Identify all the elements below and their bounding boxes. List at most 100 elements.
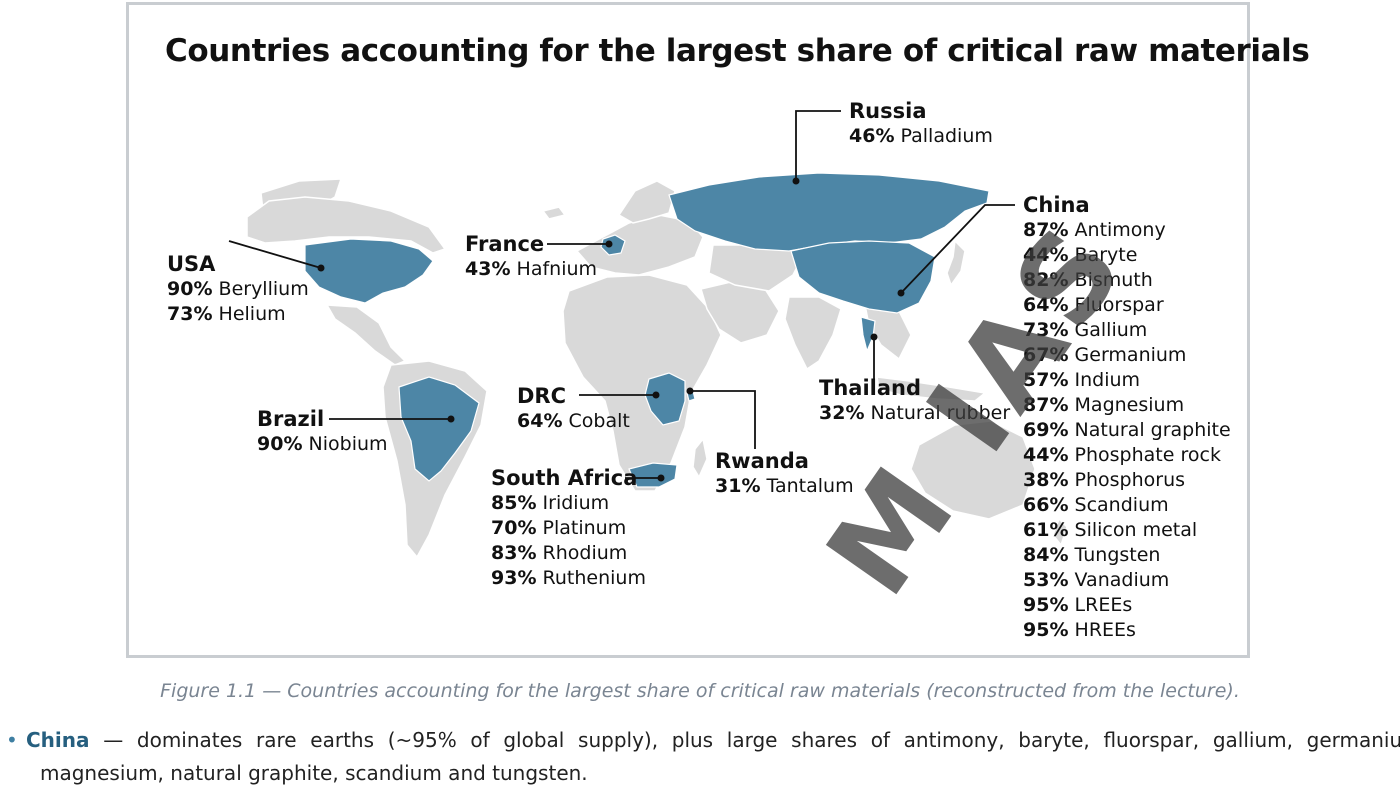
material-item: 73% Gallium	[1023, 318, 1231, 343]
world-map	[228, 110, 1068, 559]
country-name: Rwanda	[715, 449, 809, 473]
material-item: 43% Hafnium	[465, 257, 597, 282]
material-name: Platinum	[542, 517, 627, 539]
material-item: 61% Silicon metal	[1023, 518, 1231, 543]
material-name: Vanadium	[1074, 569, 1170, 591]
material-item: 87% Antimony	[1023, 218, 1231, 243]
material-pct: 87%	[1023, 219, 1069, 241]
material-name: Palladium	[900, 125, 993, 147]
label-usa: USA 90% Beryllium 73% Helium	[167, 252, 309, 327]
material-item: 73% Helium	[167, 302, 309, 327]
material-item: 31% Tantalum	[715, 474, 854, 499]
material-item: 67% Germanium	[1023, 343, 1231, 368]
material-pct: 43%	[465, 258, 511, 280]
material-pct: 83%	[491, 542, 537, 564]
material-item: 64% Cobalt	[517, 409, 630, 434]
material-pct: 46%	[849, 125, 895, 147]
material-name: Fluorspar	[1074, 294, 1164, 316]
material-pct: 70%	[491, 517, 537, 539]
material-pct: 31%	[715, 475, 761, 497]
material-item: 95% LREEs	[1023, 593, 1231, 618]
material-pct: 44%	[1023, 444, 1069, 466]
brazil-shape	[398, 376, 480, 482]
material-pct: 61%	[1023, 519, 1069, 541]
material-pct: 64%	[1023, 294, 1069, 316]
material-item: 57% Indium	[1023, 368, 1231, 393]
base-land	[246, 178, 1068, 559]
material-name: Baryte	[1074, 244, 1138, 266]
material-pct: 90%	[257, 433, 303, 455]
material-name: Antimony	[1074, 219, 1166, 241]
material-name: Gallium	[1074, 319, 1148, 341]
material-item: 70% Platinum	[491, 516, 646, 541]
material-pct: 64%	[517, 410, 563, 432]
map-title: Countries accounting for the largest sha…	[165, 33, 1310, 69]
material-name: Niobium	[308, 433, 388, 455]
material-name: Indium	[1074, 369, 1141, 391]
material-name: Rhodium	[542, 542, 628, 564]
label-brazil: Brazil 90% Niobium	[257, 407, 388, 457]
material-name: Bismuth	[1074, 269, 1153, 291]
material-item: 93% Ruthenium	[491, 566, 646, 591]
material-name: Tantalum	[766, 475, 854, 497]
country-name: Brazil	[257, 407, 325, 431]
material-name: Phosphorus	[1074, 469, 1186, 491]
bullet-name: China	[26, 728, 90, 752]
material-item: 85% Iridium	[491, 491, 646, 516]
material-item: 90% Beryllium	[167, 277, 309, 302]
leader-lines	[228, 110, 1015, 482]
material-pct: 44%	[1023, 244, 1069, 266]
material-pct: 73%	[1023, 319, 1069, 341]
thailand-shape	[860, 316, 876, 353]
country-name: Thailand	[819, 376, 921, 400]
material-item: 83% Rhodium	[491, 541, 646, 566]
russia-shape	[668, 172, 990, 252]
material-item: 82% Bismuth	[1023, 268, 1231, 293]
material-name: Scandium	[1074, 494, 1169, 516]
material-item: 84% Tungsten	[1023, 543, 1231, 568]
material-name: Natural graphite	[1074, 419, 1231, 441]
label-russia: Russia 46% Palladium	[849, 99, 993, 149]
material-item: 87% Magnesium	[1023, 393, 1231, 418]
country-name: DRC	[517, 384, 567, 408]
country-name: France	[465, 232, 545, 256]
material-pct: 69%	[1023, 419, 1069, 441]
material-pct: 66%	[1023, 494, 1069, 516]
material-name: Tungsten	[1074, 544, 1161, 566]
material-pct: 93%	[491, 567, 537, 589]
material-item: 44% Baryte	[1023, 243, 1231, 268]
material-item: 95% HREEs	[1023, 618, 1231, 643]
usa-shape	[304, 238, 434, 304]
material-item: 44% Phosphate rock	[1023, 443, 1231, 468]
material-item: 66% Scandium	[1023, 493, 1231, 518]
material-pct: 67%	[1023, 344, 1069, 366]
material-item: 53% Vanadium	[1023, 568, 1231, 593]
material-pct: 82%	[1023, 269, 1069, 291]
material-item: 90% Niobium	[257, 432, 388, 457]
material-name: Beryllium	[218, 278, 309, 300]
material-name: Cobalt	[568, 410, 630, 432]
material-pct: 73%	[167, 303, 213, 325]
material-name: LREEs	[1074, 594, 1133, 616]
label-drc: DRC 64% Cobalt	[517, 384, 630, 434]
label-france: France 43% Hafnium	[465, 232, 597, 282]
material-pct: 95%	[1023, 594, 1069, 616]
material-item: 69% Natural graphite	[1023, 418, 1231, 443]
country-name: Russia	[849, 99, 927, 123]
label-south-africa: South Africa 85% Iridium 70% Platinum 83…	[491, 466, 646, 591]
label-thailand: Thailand 32% Natural rubber	[819, 376, 1010, 426]
material-pct: 53%	[1023, 569, 1069, 591]
label-rwanda: Rwanda 31% Tantalum	[715, 449, 854, 499]
material-name: Magnesium	[1074, 394, 1185, 416]
material-name: Phosphate rock	[1074, 444, 1221, 466]
bullet-dot: •	[6, 728, 18, 752]
material-pct: 57%	[1023, 369, 1069, 391]
material-name: Hafnium	[516, 258, 598, 280]
material-name: Helium	[218, 303, 286, 325]
material-name: Silicon metal	[1074, 519, 1198, 541]
material-item: 32% Natural rubber	[819, 401, 1010, 426]
material-item: 46% Palladium	[849, 124, 993, 149]
country-name: China	[1023, 193, 1090, 217]
drc-shape	[644, 372, 686, 426]
country-name: USA	[167, 252, 216, 276]
